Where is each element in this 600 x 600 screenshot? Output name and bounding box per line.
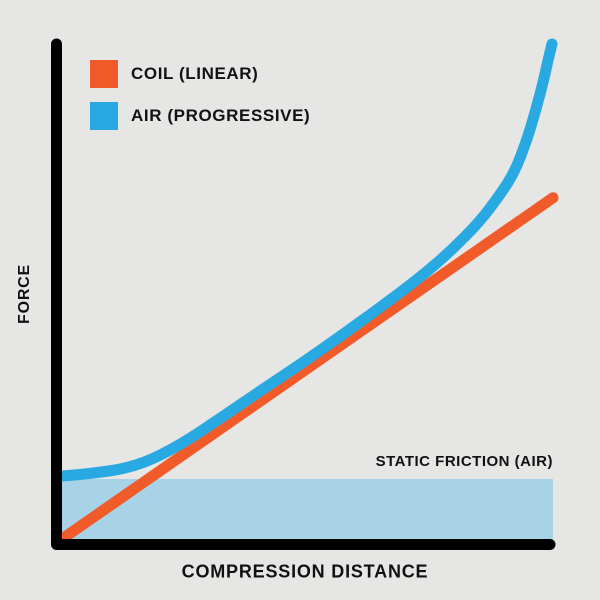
coil-linear-line (56, 192, 559, 545)
static-friction-label: STATIC FRICTION (AIR) (375, 453, 553, 470)
legend-item-air: AIR (PROGRESSIVE) (90, 102, 310, 130)
legend-label-air: AIR (PROGRESSIVE) (131, 106, 311, 125)
legend-item-coil: COIL (LINEAR) (90, 60, 310, 88)
y-axis-label: FORCE (16, 264, 33, 324)
chart-legend: COIL (LINEAR) AIR (PROGRESSIVE) (90, 60, 310, 130)
coil-swatch-icon (90, 60, 118, 88)
air-progressive-curve (56, 38, 558, 482)
legend-label-coil: COIL (LINEAR) (131, 64, 259, 83)
x-axis-label: COMPRESSION DISTANCE (181, 561, 429, 582)
air-swatch-icon (90, 102, 118, 130)
chart-axes (51, 38, 556, 550)
static-friction-region (62, 478, 553, 539)
